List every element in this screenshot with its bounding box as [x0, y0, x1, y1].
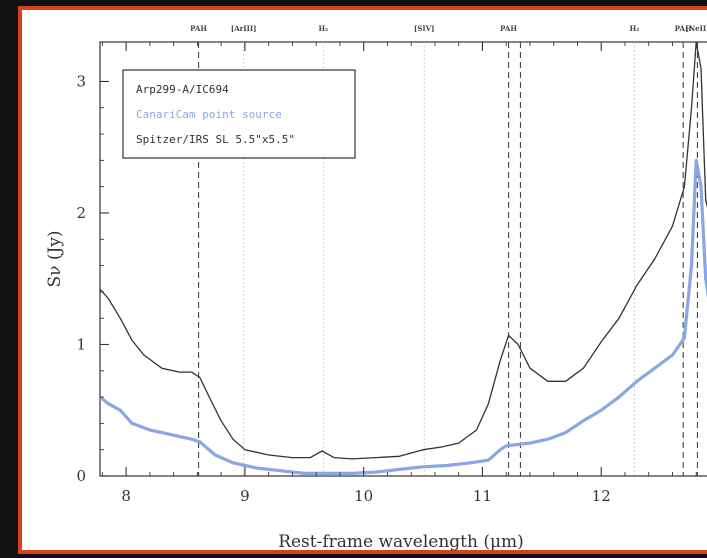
y-tick-label: 1 — [76, 335, 86, 353]
feature-line-label: PAH — [500, 24, 517, 33]
feature-line-label: [NeII] — [685, 24, 707, 33]
x-tick-label: 12 — [592, 487, 611, 505]
feature-line-label: [ArIII] — [231, 24, 257, 33]
legend-title: Arp299-A/IC694 — [136, 83, 229, 96]
y-axis-label: Sν (Jy) — [45, 230, 65, 287]
legend: Arp299-A/IC694 CanariCam point source Sp… — [122, 69, 356, 159]
legend-entry-spitzer: Spitzer/IRS SL 5.5"x5.5" — [136, 133, 295, 146]
canaricam-series-line — [100, 158, 707, 475]
feature-line-label: [SIV] — [414, 24, 434, 33]
feature-line-label: PAH — [675, 24, 692, 33]
x-tick-label: 10 — [354, 487, 373, 505]
x-tick-label: 11 — [473, 487, 492, 505]
x-tick-label: 8 — [121, 487, 131, 505]
y-tick-label: 3 — [76, 72, 86, 90]
legend-box — [122, 69, 356, 159]
feature-line-label: H₂ — [630, 24, 640, 33]
y-tick-label: 2 — [76, 204, 86, 222]
plot-frame — [99, 41, 707, 477]
x-axis-label: Rest-frame wavelength (μm) — [278, 532, 524, 552]
legend-entry-canaricam: CanariCam point source — [136, 108, 282, 121]
spitzer-series-line — [100, 42, 707, 460]
axis-ticks: 89101112130123 — [76, 42, 697, 505]
feature-line-label: PAH — [190, 24, 207, 33]
x-tick-label: 9 — [240, 487, 250, 505]
y-tick-label: 0 — [76, 467, 86, 485]
feature-line-label: H₂ — [318, 24, 328, 33]
series-layer — [100, 42, 707, 475]
